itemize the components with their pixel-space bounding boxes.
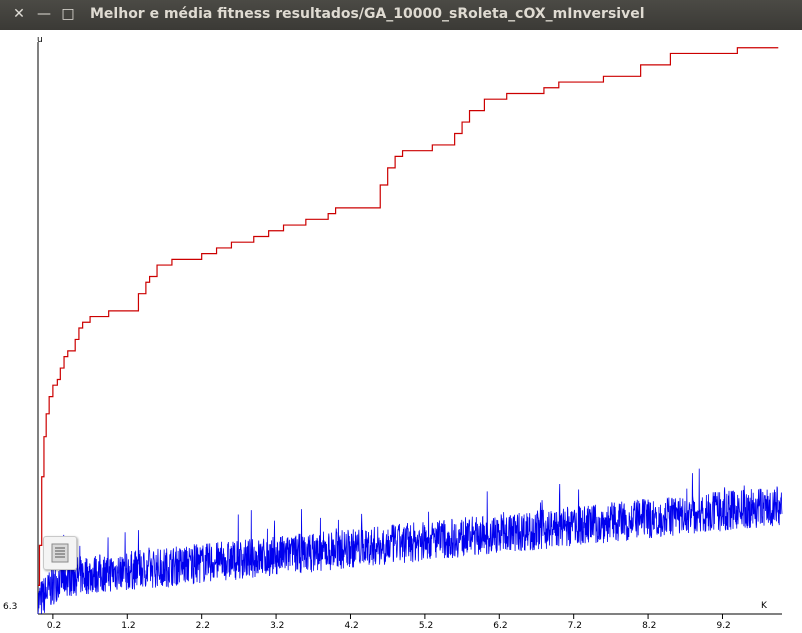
plot-canvas: u 6.3 K 0.2 1.2 2.2 3.2 4.2 5.2 6.2 7.2 8.2 9.2 (0, 30, 802, 631)
maximize-button[interactable]: □ (59, 5, 77, 23)
document-icon[interactable] (43, 536, 77, 570)
x-axis-unit-label: K (761, 601, 768, 611)
x-tick-label: 1.2 (121, 621, 135, 629)
y-min-label: 6.3 (3, 602, 17, 612)
x-tick-label: 8.2 (642, 621, 656, 629)
window-title: Melhor e média fitness resultados/GA_100… (90, 6, 645, 22)
close-button[interactable]: ✕ (10, 5, 28, 23)
x-tick-label: 4.2 (344, 621, 358, 629)
window-titlebar: ✕ — □ Melhor e média fitness resultados/… (0, 0, 802, 30)
minimize-icon: — (37, 6, 51, 22)
close-icon: ✕ (13, 6, 25, 22)
x-tick-label: 6.2 (493, 621, 507, 629)
fitness-chart: u 6.3 K 0.2 1.2 2.2 3.2 4.2 5.2 6.2 7.2 8.2 9.2 (3, 35, 783, 631)
y-axis-label: u (37, 35, 43, 45)
average-fitness-series (37, 468, 783, 615)
x-tick-label: 9.2 (716, 621, 730, 629)
x-tick-label: 5.2 (419, 621, 433, 629)
best-fitness-series (38, 47, 779, 587)
x-tick-label: 2.2 (196, 621, 210, 629)
document-icon-glyph (51, 543, 69, 563)
x-ticks: 0.2 1.2 2.2 3.2 4.2 5.2 6.2 7.2 8.2 9.2 (47, 614, 731, 631)
x-tick-label: 0.2 (47, 621, 61, 629)
x-tick-label: 7.2 (568, 621, 582, 629)
maximize-icon: □ (61, 6, 75, 22)
minimize-button[interactable]: — (35, 5, 53, 23)
x-tick-label: 3.2 (270, 621, 284, 629)
